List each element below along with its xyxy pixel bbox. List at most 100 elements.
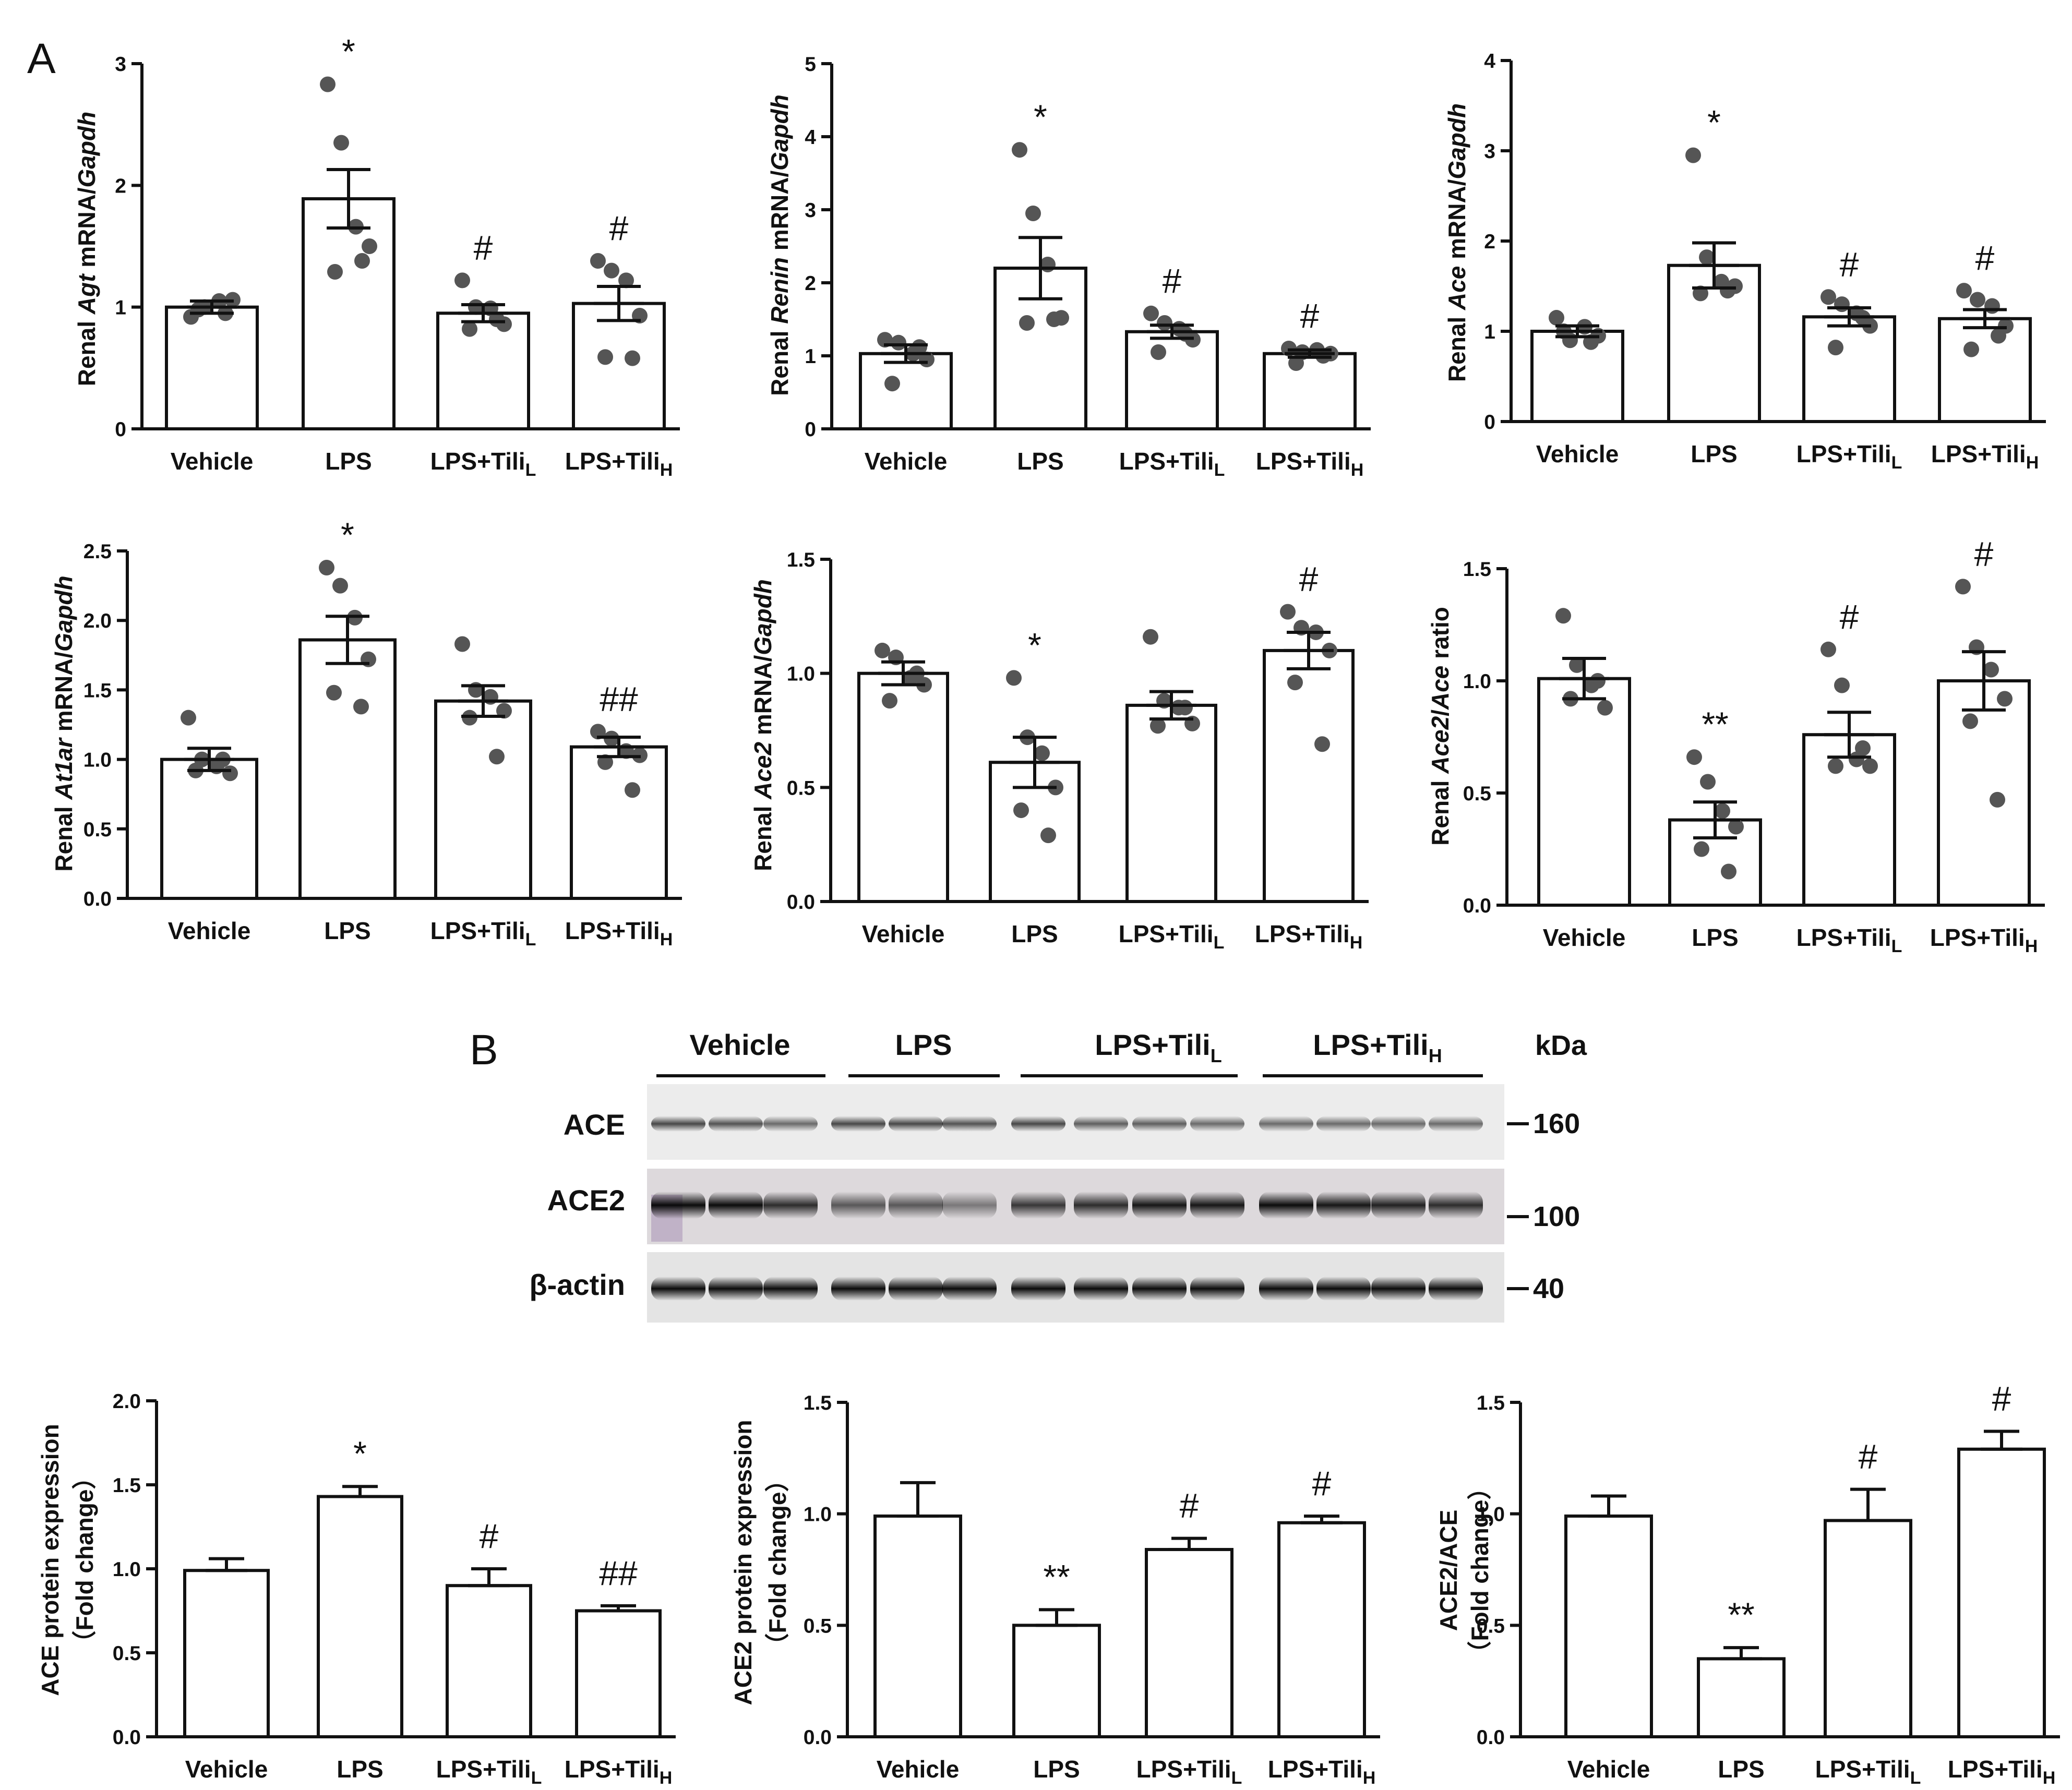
y-tick-label: 0.0 bbox=[787, 891, 815, 914]
data-point bbox=[1821, 641, 1836, 657]
significance-marker: # bbox=[474, 228, 493, 267]
data-point bbox=[1280, 604, 1296, 620]
category-label: Vehicle bbox=[1543, 924, 1626, 951]
panel-label-a: A bbox=[27, 35, 56, 82]
significance-marker: # bbox=[1974, 534, 1994, 573]
data-point bbox=[1555, 608, 1571, 624]
blot-group-lps: LPS bbox=[895, 1028, 952, 1061]
bar bbox=[572, 302, 666, 431]
data-point bbox=[1549, 310, 1564, 326]
ylabel-ace2-protein-fold: （Fold change） bbox=[764, 1468, 791, 1657]
chart-ace2-ace-protein: 0.0 0.5 1.0 1.5 Vehicle ** LPS # LPS+TiliL # LPS+T… bbox=[1477, 1379, 2060, 1788]
category-label: LPS+TiliL bbox=[1796, 440, 1902, 473]
y-tick-label: 1.0 bbox=[83, 749, 112, 772]
category-label: LPS+TiliH bbox=[1268, 1756, 1376, 1788]
blot-band bbox=[1371, 1192, 1426, 1219]
y-tick-label: 0.5 bbox=[1463, 783, 1491, 805]
ylabel-ace: Renal Ace mRNA/Gapdh bbox=[1443, 103, 1470, 382]
blot-band bbox=[1011, 1116, 1065, 1132]
ylabel-ace2-ace-fold: （Fold change） bbox=[1466, 1476, 1493, 1665]
significance-marker: * bbox=[353, 1434, 367, 1473]
data-point bbox=[1834, 296, 1850, 313]
y-tick-label: 1 bbox=[115, 297, 126, 319]
y-tick-label: 3 bbox=[1484, 140, 1495, 163]
chart-ace: 0 1 2 3 4 Vehicle * LPS # LPS+TiliL # LPS+TiliH bbox=[1484, 50, 2046, 473]
blot-band bbox=[1074, 1277, 1128, 1301]
significance-marker: # bbox=[1859, 1437, 1878, 1476]
blot-kda-header: kDa bbox=[1535, 1030, 1587, 1061]
data-point bbox=[1990, 791, 2005, 808]
category-label: LPS bbox=[337, 1756, 383, 1783]
blot-band bbox=[1132, 1192, 1187, 1219]
data-point bbox=[1040, 257, 1056, 272]
ylabel-ace2-protein: ACE2 protein expression bbox=[729, 1420, 757, 1705]
category-label: Vehicle bbox=[862, 920, 945, 947]
data-point bbox=[1034, 745, 1050, 761]
data-point bbox=[1040, 827, 1056, 844]
blot-row-label: β-actin bbox=[529, 1268, 625, 1301]
blot-band bbox=[709, 1192, 763, 1219]
bar bbox=[1697, 1657, 1786, 1739]
y-tick-label: 0.0 bbox=[83, 888, 112, 910]
y-tick-label: 1.0 bbox=[804, 1504, 832, 1526]
data-point bbox=[882, 693, 897, 709]
blot-band bbox=[889, 1277, 943, 1301]
y-tick-label: 2 bbox=[1484, 231, 1495, 253]
blot-band bbox=[1011, 1192, 1065, 1219]
data-point bbox=[1855, 740, 1871, 756]
y-tick-label: 1 bbox=[1484, 321, 1495, 343]
y-tick-label: 2.0 bbox=[83, 610, 112, 632]
kda-label: 40 bbox=[1533, 1273, 1564, 1304]
bar bbox=[1012, 1624, 1101, 1738]
data-point bbox=[1314, 736, 1330, 752]
blot-band bbox=[1429, 1277, 1483, 1301]
data-point bbox=[489, 749, 505, 765]
chart-ace2-protein: 0.0 0.5 1.0 1.5 Vehicle ** LPS # LPS+TiliL # LPS+T… bbox=[804, 1392, 1380, 1788]
data-point bbox=[1821, 289, 1836, 305]
blot-band bbox=[831, 1116, 885, 1132]
data-point bbox=[1151, 344, 1166, 360]
data-point bbox=[1025, 206, 1041, 221]
category-label: LPS+TiliL bbox=[1136, 1756, 1242, 1788]
y-tick-label: 0.5 bbox=[113, 1642, 141, 1665]
significance-marker: ## bbox=[600, 679, 638, 718]
y-tick-label: 1.5 bbox=[1463, 558, 1491, 581]
data-point bbox=[590, 253, 606, 269]
y-tick-label: 2 bbox=[115, 175, 126, 197]
significance-marker: # bbox=[1840, 597, 1859, 636]
data-point bbox=[597, 754, 613, 770]
data-point bbox=[1720, 283, 1735, 299]
chart-ace-protein: 0.0 0.5 1.0 1.5 2.0 Vehicle * LPS # LPS+TiliL ## LP… bbox=[113, 1390, 676, 1788]
ylabel-ace-protein: ACE protein expression bbox=[37, 1424, 64, 1696]
category-label: Vehicle bbox=[185, 1756, 268, 1783]
category-label: Vehicle bbox=[877, 1756, 960, 1783]
y-tick-label: 0.5 bbox=[787, 777, 815, 799]
y-tick-label: 2.0 bbox=[113, 1390, 141, 1413]
data-point bbox=[891, 334, 906, 351]
data-point bbox=[496, 703, 512, 719]
bar bbox=[873, 1514, 962, 1738]
data-point bbox=[1686, 749, 1702, 765]
y-tick-label: 0.0 bbox=[804, 1726, 832, 1749]
data-point bbox=[1019, 315, 1035, 331]
blot-band bbox=[1316, 1192, 1371, 1219]
data-point bbox=[1177, 700, 1193, 716]
significance-marker: # bbox=[1312, 1464, 1332, 1503]
data-point bbox=[327, 264, 343, 280]
y-tick-label: 5 bbox=[805, 53, 816, 76]
category-label: LPS bbox=[1033, 1756, 1080, 1783]
category-label: LPS+TiliH bbox=[1948, 1756, 2056, 1788]
y-tick-label: 2 bbox=[805, 272, 816, 295]
significance-marker: ** bbox=[1043, 1557, 1070, 1596]
bar bbox=[1277, 1521, 1366, 1738]
data-point bbox=[462, 321, 477, 337]
data-point bbox=[1143, 629, 1158, 645]
blot-band bbox=[1259, 1116, 1313, 1132]
chart-at1ar: 0.0 0.5 1.0 1.5 2.0 2.5 Vehicle * LPS LPS+TiliL ##… bbox=[83, 515, 682, 950]
blot-band bbox=[1316, 1116, 1371, 1132]
blot-band bbox=[1259, 1192, 1313, 1219]
bar bbox=[183, 1569, 270, 1738]
blot-group-tili-h: LPS+TiliH bbox=[1313, 1028, 1442, 1066]
blot-band bbox=[763, 1116, 818, 1132]
blot-row-label: ACE bbox=[564, 1108, 625, 1141]
